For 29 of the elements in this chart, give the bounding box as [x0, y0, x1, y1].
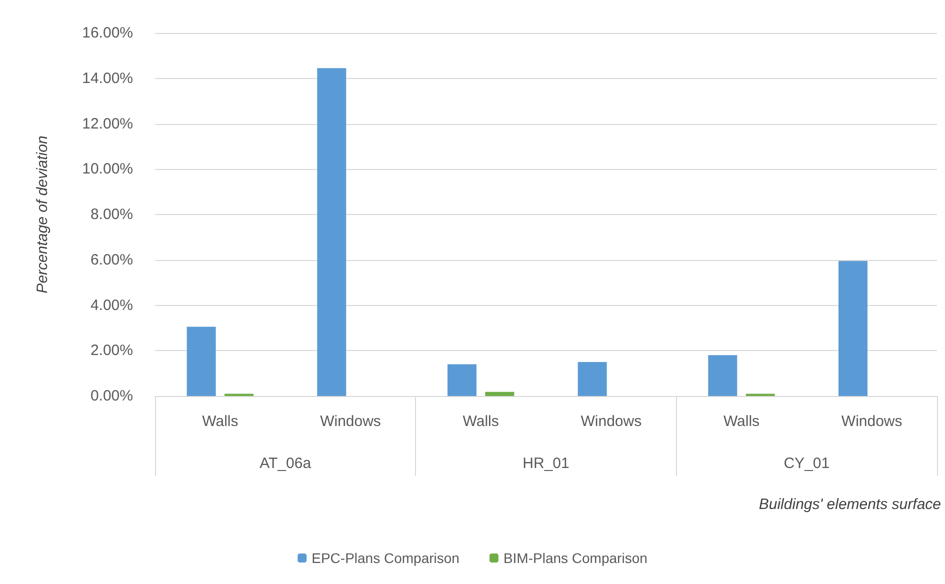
bar [186, 326, 216, 396]
y-tick-label: 12.00% [82, 115, 133, 132]
legend-label: EPC-Plans Comparison [312, 550, 460, 566]
bar [485, 392, 514, 396]
y-tick-label: 6.00% [90, 251, 133, 268]
y-tick-label: 2.00% [90, 342, 133, 360]
x-tick-label: Windows [841, 413, 902, 430]
y-axis-title: Percentage of deviation [34, 136, 51, 294]
text: AT_06a [260, 455, 312, 472]
bar [838, 261, 868, 396]
y-tick-label: 0.00% [90, 388, 133, 404]
bar [708, 355, 738, 396]
y-tick-label: 4.00% [90, 296, 133, 314]
y-tick-label: 10.00% [82, 160, 133, 178]
x-tick-label: Walls [462, 413, 499, 430]
y-tick-label: 16.00% [82, 24, 133, 42]
bar [317, 68, 346, 396]
text: HR_01 [522, 455, 570, 472]
y-tick-label: 14.00% [82, 70, 133, 87]
bar [578, 362, 607, 396]
bar [447, 364, 476, 396]
x-tick-label: Windows [320, 413, 381, 430]
x-axis-title: Buildings' elements surface [758, 496, 941, 513]
legend-label: BIM-Plans Comparison [503, 550, 648, 566]
x-tick-label: Walls [723, 413, 760, 430]
y-tick-label: 8.00% [90, 206, 133, 223]
text: CY_01 [784, 455, 830, 472]
x-tick-label: Walls [202, 413, 238, 430]
x-tick-label: Windows [580, 413, 642, 430]
